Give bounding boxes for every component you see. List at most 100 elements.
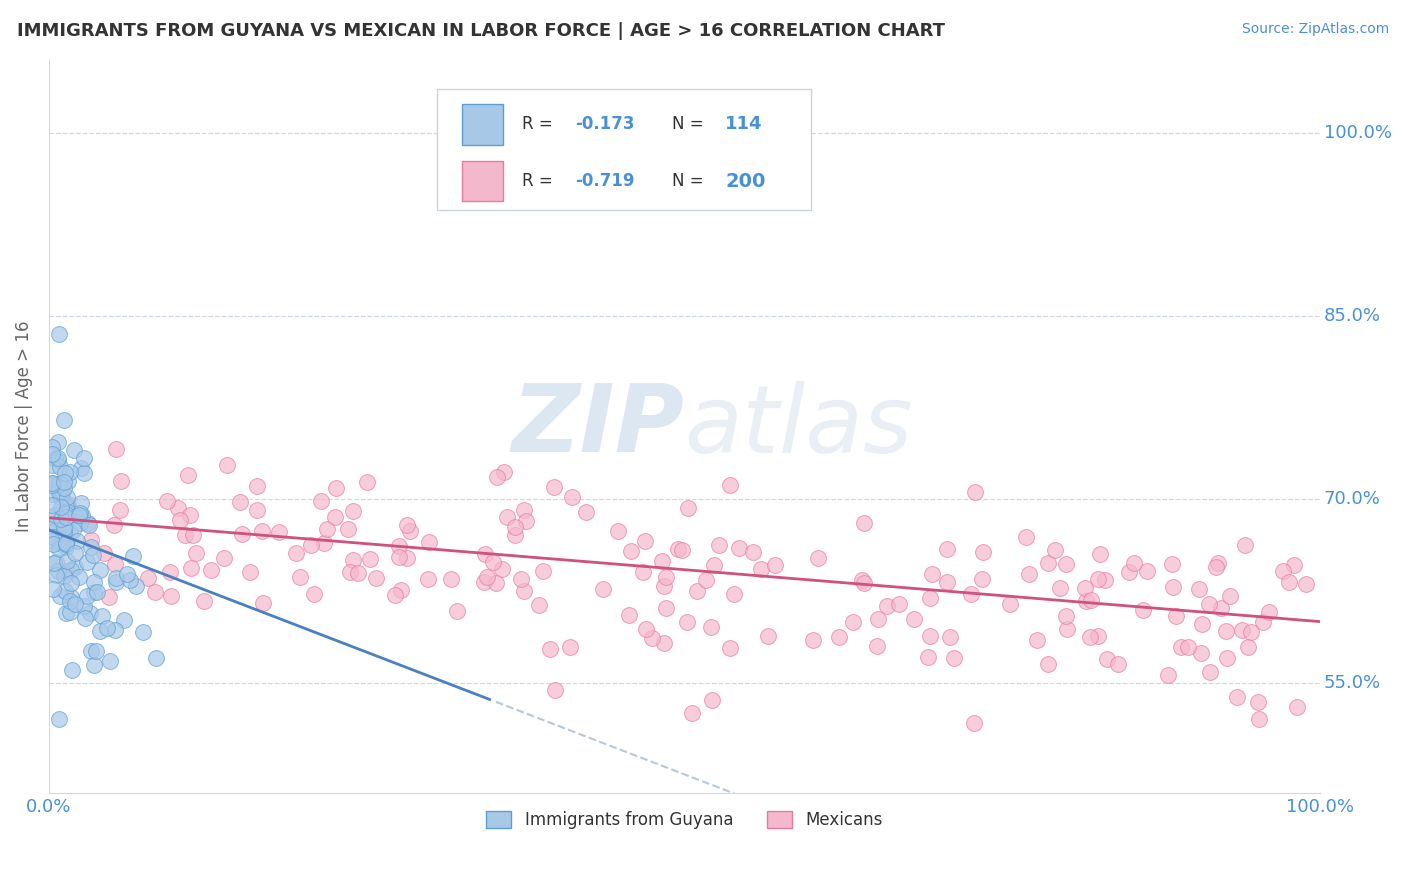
Point: [1160, 558, 1182, 572]
Point: [1136, 564, 1159, 578]
Point: [503, 528, 526, 542]
Point: [851, 573, 873, 587]
Point: [1215, 624, 1237, 639]
Text: 85.0%: 85.0%: [1323, 307, 1381, 326]
Point: [55, 606, 77, 620]
Point: [695, 573, 717, 587]
Point: [104, 558, 127, 572]
Legend: Immigrants from Guyana, Mexicans: Immigrants from Guyana, Mexicans: [479, 804, 889, 836]
Point: [963, 716, 986, 731]
Point: [55, 510, 77, 524]
Point: [723, 587, 745, 601]
Point: [1056, 622, 1078, 636]
Point: [246, 502, 269, 516]
Point: [558, 640, 581, 654]
Point: [1087, 572, 1109, 586]
Point: [105, 571, 128, 585]
Point: [83, 575, 105, 590]
Point: [200, 563, 222, 577]
Point: [484, 575, 506, 590]
Point: [356, 475, 378, 490]
Point: [1285, 699, 1308, 714]
Point: [59, 465, 82, 479]
Point: [73, 450, 96, 465]
Point: [531, 565, 554, 579]
Text: 70.0%: 70.0%: [1323, 491, 1381, 508]
Point: [1233, 538, 1256, 552]
Point: [763, 558, 786, 573]
Point: [960, 587, 983, 601]
Point: [82, 549, 104, 563]
Point: [166, 501, 188, 516]
Y-axis label: In Labor Force | Age > 16: In Labor Force | Age > 16: [15, 320, 32, 532]
Point: [515, 514, 537, 528]
Point: [52, 569, 75, 583]
Point: [492, 466, 515, 480]
Point: [641, 631, 664, 645]
Point: [396, 551, 419, 566]
Point: [1205, 560, 1227, 574]
Point: [364, 571, 387, 585]
Point: [105, 574, 128, 589]
Point: [62, 523, 84, 537]
Point: [384, 588, 406, 602]
Text: -0.173: -0.173: [575, 115, 634, 134]
Point: [110, 474, 132, 488]
Point: [56, 474, 79, 488]
Point: [1170, 640, 1192, 654]
Point: [55, 537, 77, 551]
Point: [652, 636, 675, 650]
Point: [51, 504, 73, 518]
Point: [418, 572, 440, 586]
Point: [136, 571, 159, 585]
Point: [718, 640, 741, 655]
Point: [918, 591, 941, 606]
Point: [41, 499, 63, 513]
Point: [1074, 593, 1097, 607]
Point: [80, 644, 103, 658]
Point: [1164, 609, 1187, 624]
Point: [607, 524, 630, 538]
Point: [75, 611, 97, 625]
Point: [543, 480, 565, 494]
Point: [655, 569, 678, 583]
FancyBboxPatch shape: [463, 104, 502, 145]
Point: [309, 493, 332, 508]
Point: [53, 466, 76, 480]
Point: [671, 543, 693, 558]
Point: [936, 542, 959, 557]
Point: [512, 584, 534, 599]
Point: [440, 572, 463, 586]
Point: [131, 624, 153, 639]
Point: [90, 608, 112, 623]
Point: [866, 639, 889, 653]
Point: [72, 508, 94, 522]
Point: [184, 546, 207, 560]
Point: [1018, 566, 1040, 581]
Point: [49, 527, 72, 541]
Point: [212, 551, 235, 566]
Point: [418, 535, 440, 549]
Point: [1237, 640, 1260, 655]
Point: [160, 589, 183, 603]
Point: [1132, 603, 1154, 617]
Point: [42, 531, 65, 545]
Point: [1247, 712, 1270, 726]
Point: [963, 485, 986, 500]
Point: [53, 584, 76, 599]
Point: [1247, 695, 1270, 709]
Point: [59, 594, 82, 608]
Point: [67, 508, 90, 522]
Point: [44, 508, 66, 523]
Point: [145, 650, 167, 665]
Point: [77, 517, 100, 532]
Point: [1295, 577, 1317, 591]
Point: [1087, 629, 1109, 643]
Point: [46, 434, 69, 449]
Point: [666, 541, 689, 556]
Point: [155, 494, 177, 508]
Point: [115, 567, 138, 582]
Point: [112, 613, 135, 627]
Point: [63, 442, 86, 457]
Point: [49, 460, 72, 475]
